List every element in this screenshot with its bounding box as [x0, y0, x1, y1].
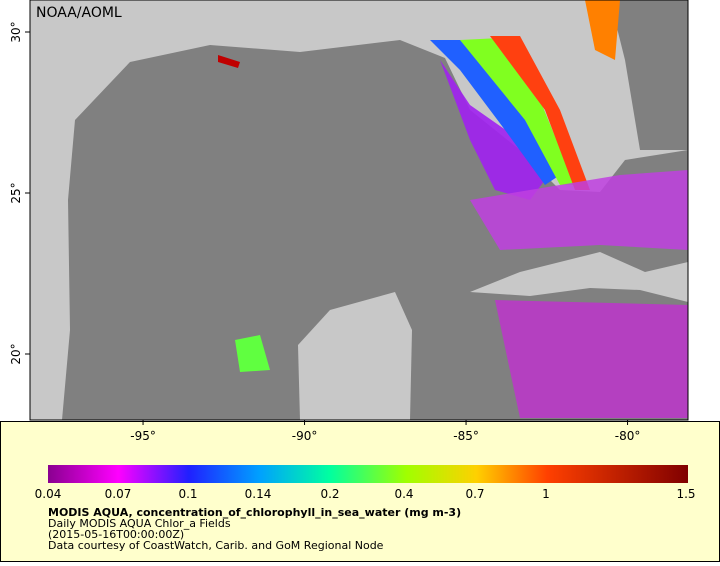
colorbar — [48, 465, 688, 483]
chl-near — [460, 38, 575, 185]
atlantic — [590, 0, 688, 150]
cuba — [470, 252, 688, 302]
colorbar-label: 0.1 — [178, 487, 197, 501]
chl-offshore — [440, 60, 545, 200]
lat-tick-label: 20° — [9, 343, 23, 364]
colorbar-label: 0.4 — [394, 487, 413, 501]
lon-tick-label: -95° — [130, 429, 156, 443]
chl-campeche — [235, 335, 270, 372]
caption-line: Daily MODIS AQUA Chlor_a Fields — [48, 517, 231, 530]
colorbar-label: 0.2 — [320, 487, 339, 501]
title-bg — [30, 0, 130, 22]
chl-mississippi — [218, 55, 240, 68]
chl-atlantic — [585, 0, 620, 60]
colorbar-label: 0.04 — [35, 487, 62, 501]
lon-tick-label: -85° — [453, 429, 479, 443]
caption-line: Data courtesy of CoastWatch, Carib. and … — [48, 539, 384, 552]
lat-tick-label: 30° — [9, 21, 23, 42]
lat-tick-label: 25° — [9, 182, 23, 203]
map: NOAA/AOML — [30, 0, 688, 420]
legend-panel — [0, 421, 720, 562]
yucatan — [298, 292, 412, 420]
caption-line: (2015-05-16T00:00:00Z) — [48, 528, 184, 541]
map-title: NOAA/AOML — [36, 5, 122, 21]
colorbar-label: 0.7 — [465, 487, 484, 501]
colorbar-label: 0.07 — [105, 487, 132, 501]
chl-mid — [430, 40, 560, 185]
colorbar-label: 1 — [542, 487, 550, 501]
caption-title: MODIS AQUA, concentration_of_chlorophyll… — [48, 506, 461, 519]
colorbar-label: 0.14 — [245, 487, 272, 501]
colorbar-label: 1.5 — [676, 487, 695, 501]
chl-keys — [470, 170, 688, 250]
lon-tick-label: -80° — [615, 429, 641, 443]
chl-caribbean — [495, 300, 688, 418]
chl-coast — [490, 36, 590, 190]
lon-tick-label: -90° — [292, 429, 318, 443]
map-frame — [29, 0, 689, 421]
